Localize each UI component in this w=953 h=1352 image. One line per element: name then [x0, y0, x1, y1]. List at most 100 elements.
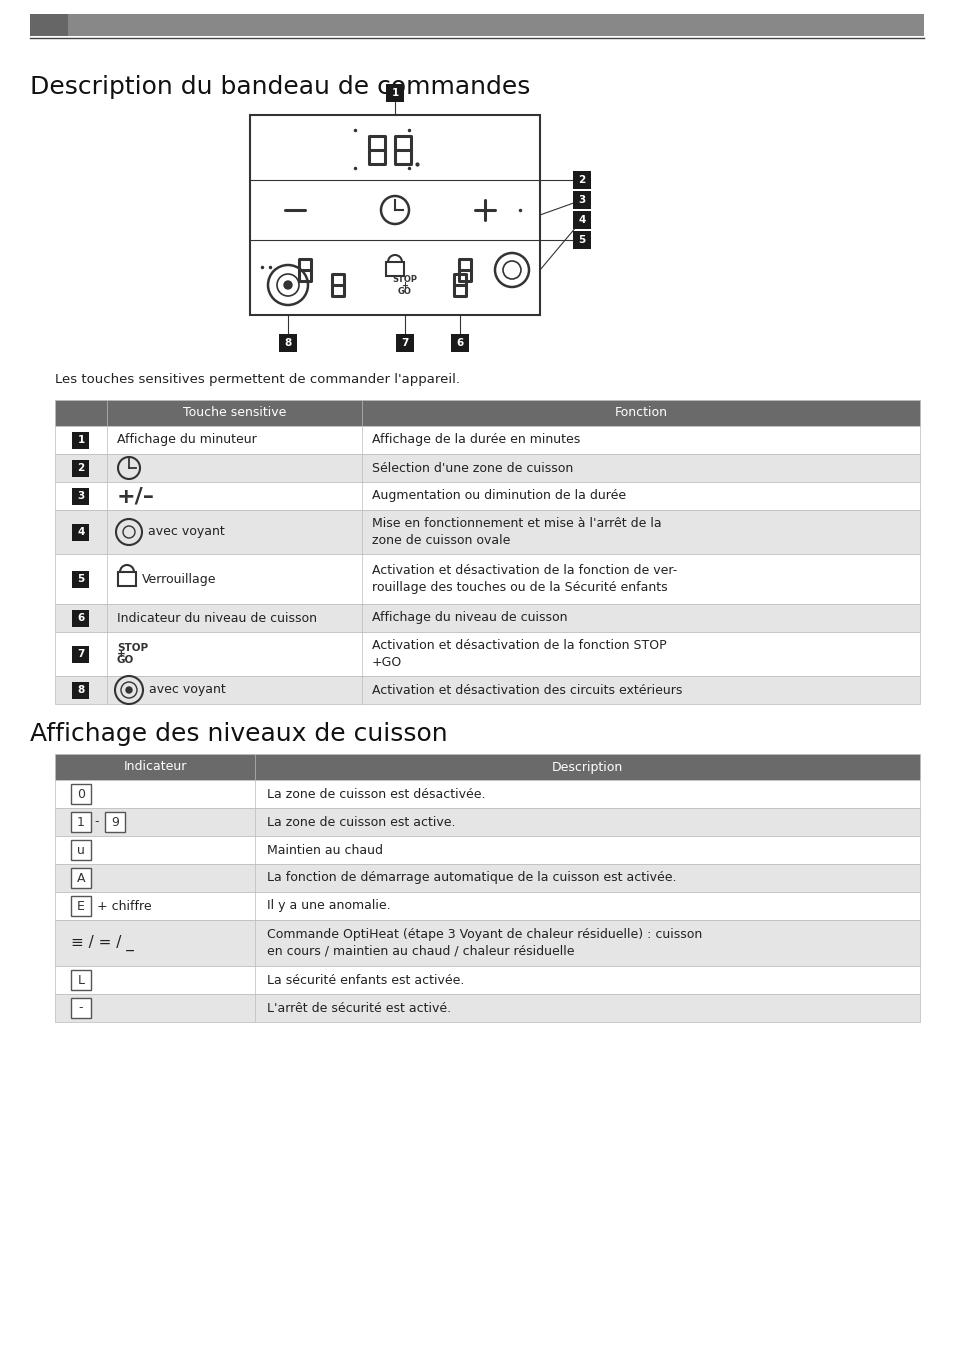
Text: 5: 5 — [77, 575, 85, 584]
Text: 6: 6 — [456, 338, 463, 347]
Text: 8: 8 — [284, 338, 292, 347]
Bar — [278, 334, 296, 352]
Bar — [71, 784, 91, 804]
Text: Fonction: Fonction — [614, 407, 667, 419]
Text: 3: 3 — [578, 195, 585, 206]
Bar — [30, 14, 923, 37]
Text: Sélection d'une zone de cuisson: Sélection d'une zone de cuisson — [372, 461, 573, 475]
Text: Maintien au chaud: Maintien au chaud — [267, 844, 382, 857]
Bar — [72, 431, 90, 449]
Text: 2: 2 — [578, 174, 585, 185]
Bar — [55, 892, 919, 919]
Bar — [55, 965, 919, 994]
Bar — [55, 426, 919, 454]
Bar — [386, 262, 403, 276]
Bar — [71, 840, 91, 860]
Bar — [55, 754, 919, 780]
Text: 7: 7 — [77, 649, 85, 658]
Bar — [72, 488, 90, 504]
Text: 1: 1 — [391, 88, 398, 97]
Text: 9: 9 — [111, 815, 119, 829]
Bar — [55, 454, 919, 483]
Bar — [55, 808, 919, 836]
Bar — [71, 896, 91, 917]
Bar — [250, 115, 539, 315]
Text: 4: 4 — [77, 527, 85, 537]
Bar — [55, 400, 919, 426]
Bar — [55, 631, 919, 676]
Text: Description de l'appareil: Description de l'appareil — [78, 19, 231, 31]
Text: GO: GO — [397, 288, 412, 296]
Text: Affichage du niveau de cuisson: Affichage du niveau de cuisson — [372, 611, 567, 625]
Bar — [573, 231, 590, 249]
Text: A: A — [76, 872, 85, 884]
Text: 34: 34 — [41, 19, 57, 31]
Text: 4: 4 — [578, 215, 585, 224]
Text: Activation et désactivation de la fonction de ver-
rouillage des touches ou de l: Activation et désactivation de la foncti… — [372, 564, 677, 594]
Text: E: E — [77, 899, 85, 913]
Text: La fonction de démarrage automatique de la cuisson est activée.: La fonction de démarrage automatique de … — [267, 872, 676, 884]
Text: Augmentation ou diminution de la durée: Augmentation ou diminution de la durée — [372, 489, 625, 503]
Bar — [55, 994, 919, 1022]
Text: -: - — [79, 1002, 83, 1014]
Text: Mise en fonctionnement et mise à l'arrêt de la
zone de cuisson ovale: Mise en fonctionnement et mise à l'arrêt… — [372, 518, 661, 546]
Bar — [55, 510, 919, 554]
Text: La zone de cuisson est active.: La zone de cuisson est active. — [267, 815, 455, 829]
Bar — [55, 780, 919, 808]
Bar — [573, 170, 590, 189]
Bar — [55, 483, 919, 510]
Text: avec voyant: avec voyant — [148, 526, 225, 538]
Text: 6: 6 — [77, 612, 85, 623]
Text: +/–: +/– — [117, 485, 154, 506]
Text: Activation et désactivation des circuits extérieurs: Activation et désactivation des circuits… — [372, 684, 681, 696]
Text: +: + — [117, 649, 126, 658]
Text: + chiffre: + chiffre — [97, 899, 152, 913]
Text: STOP: STOP — [117, 644, 148, 653]
Bar — [72, 460, 90, 476]
Text: 0: 0 — [77, 787, 85, 800]
Text: avec voyant: avec voyant — [149, 684, 226, 696]
Bar — [72, 571, 90, 588]
Bar — [71, 813, 91, 831]
Text: Les touches sensitives permettent de commander l'appareil.: Les touches sensitives permettent de com… — [55, 373, 459, 387]
Bar — [573, 191, 590, 210]
Text: Description: Description — [551, 760, 622, 773]
Bar — [55, 919, 919, 965]
Bar — [30, 14, 68, 37]
Bar — [55, 836, 919, 864]
Text: Commande OptiHeat (étape 3 Voyant de chaleur résiduelle) : cuisson
en cours / ma: Commande OptiHeat (étape 3 Voyant de cha… — [267, 929, 701, 957]
Circle shape — [284, 281, 292, 289]
Text: GO: GO — [117, 654, 134, 665]
Text: 1: 1 — [77, 815, 85, 829]
Bar — [105, 813, 125, 831]
Text: 3: 3 — [77, 491, 85, 502]
Bar — [71, 998, 91, 1018]
Bar — [72, 523, 90, 541]
Text: +: + — [401, 281, 408, 291]
Bar — [386, 84, 403, 101]
Text: ≡ / = / _: ≡ / = / _ — [71, 934, 133, 950]
Bar — [72, 645, 90, 662]
Text: 8: 8 — [77, 685, 85, 695]
Text: u: u — [77, 844, 85, 857]
Text: 7: 7 — [401, 338, 408, 347]
Text: Activation et désactivation de la fonction STOP
+GO: Activation et désactivation de la foncti… — [372, 639, 666, 669]
Text: Indicateur: Indicateur — [123, 760, 187, 773]
Bar — [573, 211, 590, 228]
Bar — [55, 554, 919, 604]
Text: Indicateur du niveau de cuisson: Indicateur du niveau de cuisson — [117, 611, 316, 625]
Bar — [71, 868, 91, 888]
Text: 5: 5 — [578, 235, 585, 245]
Bar — [72, 610, 90, 626]
Text: Verrouillage: Verrouillage — [142, 572, 216, 585]
Bar — [55, 864, 919, 892]
Bar — [71, 969, 91, 990]
Bar — [395, 334, 414, 352]
Text: Affichage du minuteur: Affichage du minuteur — [117, 434, 256, 446]
Text: Affichage des niveaux de cuisson: Affichage des niveaux de cuisson — [30, 722, 447, 746]
Bar — [72, 681, 90, 699]
Circle shape — [126, 687, 132, 694]
Text: L'arrêt de sécurité est activé.: L'arrêt de sécurité est activé. — [267, 1002, 451, 1014]
Text: La sécurité enfants est activée.: La sécurité enfants est activée. — [267, 973, 464, 987]
Bar — [55, 676, 919, 704]
